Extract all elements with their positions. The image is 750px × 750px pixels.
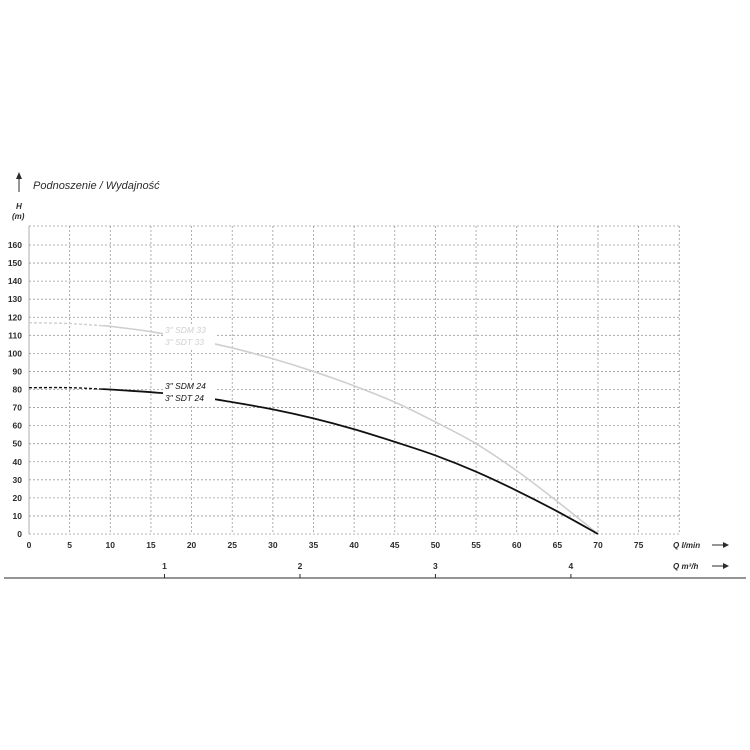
curve-line (102, 324, 599, 535)
x-tick-label: 20 (187, 540, 197, 550)
y-tick-label: 120 (8, 312, 22, 322)
x-tick-label: 5 (67, 540, 72, 550)
x2-tick-label: 3 (433, 561, 438, 571)
y-tick-label: 40 (13, 457, 23, 467)
y-axis-label: H (16, 202, 22, 211)
x-tick-label: 65 (553, 540, 563, 550)
y-tick-label: 90 (13, 366, 23, 376)
y-tick-label: 150 (8, 258, 22, 268)
y-axis-ticks: 0 10 20 30 40 50 60 70 80 90 100 110 120 130 140 150 160 (8, 240, 22, 539)
x-tick-label: 0 (27, 540, 32, 550)
x-tick-label: 35 (309, 540, 319, 550)
curves: 3" SDM 33 3" SDT 33 3" SDM 24 3" SDT 24 (28, 321, 599, 535)
y-tick-label: 70 (13, 403, 23, 413)
y-axis-arrow-icon (16, 172, 22, 192)
curve-label: 3" SDM 24 (165, 381, 206, 391)
curve-label-background (163, 380, 215, 404)
y-tick-label: 30 (13, 475, 23, 485)
y-tick-label: 60 (13, 421, 23, 431)
chart-title: Podnoszenie / Wydajność (33, 180, 160, 192)
y-axis-unit: (m) (12, 212, 25, 221)
x-tick-label: 50 (431, 540, 441, 550)
y-tick-label: 130 (8, 294, 22, 304)
x-tick-label: 70 (593, 540, 603, 550)
x2-tick-label: 2 (298, 561, 303, 571)
x2-axis: 1 2 3 4 (4, 561, 746, 579)
curve-dashed-segment (28, 386, 103, 390)
y-tick-label: 80 (13, 385, 23, 395)
y-tick-label: 110 (8, 330, 22, 340)
curve-label: 3" SDT 33 (165, 337, 204, 347)
y-tick-label: 0 (17, 529, 22, 539)
x2-axis-label: Q m³/h (673, 562, 698, 571)
x-tick-label: 40 (349, 540, 359, 550)
x-tick-label: 25 (227, 540, 237, 550)
x-tick-label: 60 (512, 540, 522, 550)
x-tick-label: 15 (146, 540, 156, 550)
y-tick-label: 20 (13, 493, 23, 503)
curve-label-background (163, 324, 215, 348)
x-axis-ticks: 0 5 10 15 20 25 30 35 40 45 50 55 60 65 70 75 (27, 540, 644, 550)
y-tick-label: 10 (13, 511, 23, 521)
curve-dashed-segment (28, 321, 103, 327)
x-tick-label: 30 (268, 540, 278, 550)
x2-tick-label: 4 (569, 561, 574, 571)
x-axis-arrow-icon (712, 542, 729, 548)
x-tick-label: 75 (634, 540, 644, 550)
y-tick-label: 160 (8, 240, 22, 250)
x2-tick-label: 1 (162, 561, 167, 571)
x2-axis-arrow-icon (712, 563, 729, 569)
y-tick-label: 50 (13, 439, 23, 449)
x-axis-label: Q l/min (673, 541, 700, 550)
x-tick-label: 45 (390, 540, 400, 550)
curve-label: 3" SDT 24 (165, 393, 204, 403)
y-tick-label: 140 (8, 276, 22, 286)
plot-grid (28, 225, 680, 535)
x-tick-label: 10 (106, 540, 116, 550)
curve-label: 3" SDM 33 (165, 325, 206, 335)
y-tick-label: 100 (8, 348, 22, 358)
curve-line (102, 388, 599, 535)
x-tick-label: 55 (471, 540, 481, 550)
